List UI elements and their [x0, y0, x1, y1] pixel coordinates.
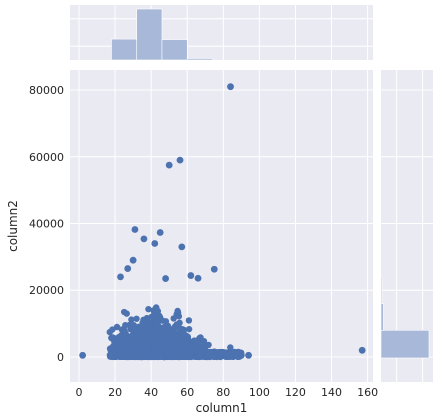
scatter-point	[185, 325, 193, 333]
scatter-point	[154, 335, 162, 342]
scatter-point	[151, 318, 158, 326]
scatter-point-outlier	[129, 256, 137, 264]
x-hist-bar	[136, 8, 163, 61]
scatter-point-outlier	[176, 156, 184, 164]
x-tick-label: 80	[216, 386, 230, 399]
scatter-point	[133, 315, 140, 322]
scatter-point	[135, 323, 143, 330]
scatter-point	[121, 329, 128, 336]
scatter-point	[123, 350, 130, 357]
scatter-point	[143, 327, 150, 335]
scatter-point	[181, 349, 188, 356]
scatter-point	[158, 317, 165, 324]
scatter-point	[132, 341, 140, 349]
scatter-point	[200, 337, 208, 345]
scatter-point	[216, 350, 223, 357]
scatter-point-outlier	[165, 161, 173, 169]
scatter-point	[118, 336, 125, 343]
scatter-point	[149, 351, 156, 359]
scatter-point-outlier	[117, 273, 124, 281]
scatter-point	[145, 305, 152, 313]
scatter-point	[178, 331, 186, 338]
scatter-point	[140, 316, 147, 323]
scatter-point	[157, 341, 164, 348]
x-hist-bar	[161, 39, 188, 61]
x-tick-label: 120	[285, 386, 306, 399]
scatter-point	[128, 316, 135, 323]
scatter-point	[106, 328, 113, 336]
scatter-point	[172, 349, 180, 357]
scatter-point	[164, 351, 171, 358]
x-tick-label: 20	[108, 386, 122, 399]
scatter-point-outlier	[194, 274, 202, 282]
scatter-point	[142, 322, 150, 329]
scatter-point	[134, 331, 142, 339]
x-tick-label: 160	[357, 386, 378, 399]
scatter-point-outlier	[245, 351, 252, 359]
scatter-point	[187, 342, 194, 350]
scatter-point-outlier	[210, 265, 218, 273]
x-tick-label: 60	[180, 386, 194, 399]
x-tick-label: 40	[144, 386, 158, 399]
scatter-point	[185, 317, 193, 324]
scatter-point-outlier	[178, 243, 186, 251]
x-tick-label: 100	[249, 386, 270, 399]
scatter-point	[153, 304, 160, 312]
scatter-point-outlier	[140, 235, 148, 243]
y-tick-labels: 0 20000 40000 60000 80000	[29, 84, 64, 364]
scatter-point-outlier	[237, 351, 245, 359]
y-axis-label: column2	[6, 200, 20, 252]
scatter-point-outlier	[151, 240, 159, 247]
x-tick-label: 140	[321, 386, 342, 399]
scatter-point	[113, 323, 121, 331]
scatter-point	[122, 321, 129, 329]
y-tick-label: 40000	[29, 217, 64, 230]
scatter-point-outlier	[79, 351, 87, 359]
scatter-point	[173, 311, 180, 318]
scatter-point	[140, 352, 148, 359]
scatter-point	[112, 349, 119, 357]
y-hist-bar	[380, 303, 384, 331]
scatter-point	[185, 353, 192, 361]
scatter-point	[129, 333, 136, 341]
scatter-point-outlier	[187, 272, 195, 279]
scatter-point	[120, 308, 128, 316]
x-tick-labels: 0 20 40 60 80 100 120 140 160	[76, 386, 379, 399]
scatter-point-outlier	[162, 275, 169, 282]
scatter-point	[128, 323, 135, 330]
scatter-point	[182, 337, 190, 344]
scatter-point	[148, 334, 156, 342]
scatter-point	[110, 336, 117, 343]
scatter-point	[155, 349, 162, 356]
x-hist-bar	[186, 58, 213, 61]
scatter-point	[194, 353, 201, 360]
y-hist-bar	[380, 329, 430, 359]
scatter-point-outlier	[227, 83, 234, 91]
scatter-point	[162, 323, 169, 330]
scatter-point-outlier	[124, 265, 132, 272]
y-hist-bar	[380, 276, 383, 304]
scatter-point	[173, 321, 181, 328]
scatter-point	[179, 325, 186, 333]
scatter-point	[134, 348, 142, 356]
scatter-plot-area	[70, 70, 373, 382]
y-tick-label: 0	[57, 351, 64, 364]
scatter-point-outlier	[131, 226, 139, 233]
x-tick-label: 0	[76, 386, 83, 399]
scatter-point	[163, 331, 170, 339]
y-tick-label: 80000	[29, 84, 64, 97]
x-hist-bar	[111, 38, 138, 61]
scatter-point	[210, 351, 217, 359]
y-tick-label: 60000	[29, 151, 64, 164]
y-tick-label: 20000	[29, 284, 64, 297]
scatter-point-outlier	[358, 346, 366, 354]
y-marginal-histogram	[380, 70, 433, 382]
x-marginal-histogram	[70, 5, 373, 61]
x-axis-label: column1	[196, 401, 248, 415]
scatter-point	[230, 350, 238, 358]
scatter-point	[174, 335, 181, 342]
scatter-point-outlier	[156, 229, 164, 236]
